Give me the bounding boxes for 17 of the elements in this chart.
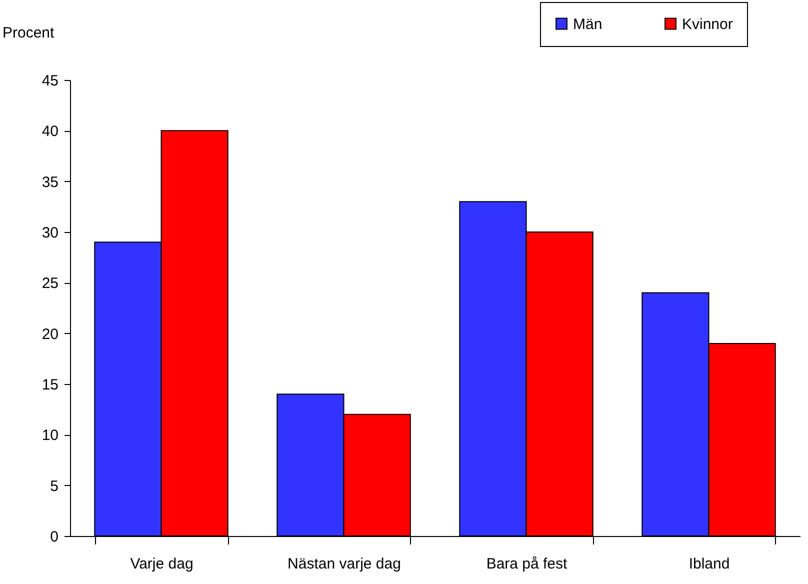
x-tick-label: Varje dag xyxy=(130,556,194,572)
y-axis-title: Procent xyxy=(2,24,56,42)
y-tick-label: 40 xyxy=(42,123,58,140)
legend-label: Kvinnor xyxy=(682,16,733,33)
y-tick-label: 10 xyxy=(42,427,58,444)
x-tick-label: Nästan varje dag xyxy=(288,556,401,572)
y-tick-label: 45 xyxy=(42,72,58,90)
y-tick-label: 30 xyxy=(42,224,58,242)
y-tick-label: 5 xyxy=(50,478,58,495)
x-tick-label: Bara på fest xyxy=(486,556,568,572)
y-tick-label: 0 xyxy=(50,528,58,546)
y-tick-label: 15 xyxy=(42,376,58,394)
y-tick-label: 25 xyxy=(42,275,58,292)
y-tick-label: 35 xyxy=(42,174,58,191)
x-tick-label: Ibland xyxy=(688,556,730,572)
legend-label: Män xyxy=(573,16,602,33)
y-tick-label: 20 xyxy=(42,326,58,343)
